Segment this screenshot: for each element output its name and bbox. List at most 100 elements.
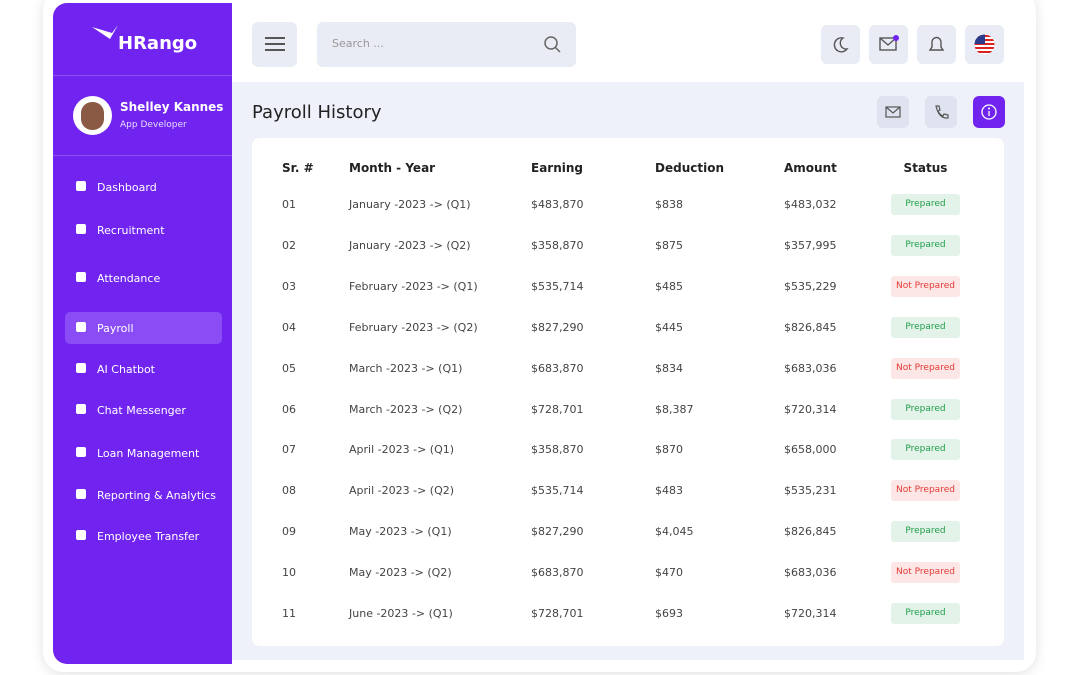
nav-item[interactable]: Payroll <box>97 322 134 335</box>
search-placeholder: Search ... <box>332 37 384 50</box>
status-badge: Not Prepared <box>891 562 960 584</box>
cell: 11 <box>282 607 296 620</box>
status-badge: Prepared <box>891 603 960 624</box>
cell: $658,000 <box>784 443 837 457</box>
nav-active <box>65 312 222 344</box>
cell: April -2023 -> (Q2) <box>349 484 455 498</box>
cell: March -2023 -> (Q2) <box>349 402 463 416</box>
nav-icon <box>76 322 86 332</box>
column-header: Status <box>903 161 948 175</box>
cell: 07 <box>282 443 296 457</box>
cell: $720,314 <box>784 402 837 416</box>
cell: $728,701 <box>531 402 584 416</box>
cell: 03 <box>282 279 296 293</box>
cell: $720,314 <box>784 607 837 620</box>
cell: $535,229 <box>784 279 837 293</box>
logo: HRango <box>118 33 198 54</box>
cell: $483 <box>655 484 683 498</box>
cell: March -2023 -> (Q1) <box>349 361 463 375</box>
cell: $483,032 <box>784 198 837 211</box>
cell: $358,870 <box>531 443 584 457</box>
cell: $693 <box>655 607 683 620</box>
cell: June -2023 -> (Q1) <box>349 607 453 620</box>
cell: $827,290 <box>531 320 584 334</box>
nav-icon <box>76 530 86 540</box>
cell: $357,995 <box>784 238 837 252</box>
sidebar: HRango Shelley Kannes App Developer Dash… <box>53 3 232 664</box>
cell: February -2023 -> (Q1) <box>349 279 478 293</box>
cell: April -2023 -> (Q1) <box>349 443 455 457</box>
call-action[interactable] <box>925 96 957 128</box>
status-badge: Not Prepared <box>891 357 960 379</box>
status-badge: Prepared <box>891 316 960 338</box>
status-badge: Not Prepared <box>891 480 960 502</box>
nav-icon <box>76 404 86 414</box>
divider <box>53 75 232 76</box>
cell: $483,870 <box>531 198 584 211</box>
mail-button[interactable] <box>869 25 908 64</box>
user-role: App Developer <box>120 120 187 130</box>
nav-item[interactable]: Recruitment <box>97 224 165 237</box>
nav-icon <box>76 181 86 191</box>
cell: 08 <box>282 484 296 498</box>
cell: January -2023 -> (Q2) <box>349 238 471 252</box>
status-badge: Prepared <box>891 521 960 543</box>
nav-item[interactable]: Employee Transfer <box>97 530 200 543</box>
status-badge: Prepared <box>891 398 960 420</box>
cell: May -2023 -> (Q1) <box>349 525 452 539</box>
cell: 09 <box>282 525 296 539</box>
nav-icon <box>76 489 86 499</box>
cell: $683,870 <box>531 361 584 375</box>
nav-icon <box>76 272 86 282</box>
cell: $683,870 <box>531 566 584 580</box>
cell: $485 <box>655 279 683 293</box>
search-box[interactable]: Search ... <box>317 22 576 67</box>
cell: January -2023 -> (Q1) <box>349 198 471 211</box>
cell: $834 <box>655 361 683 375</box>
nav-item[interactable]: Loan Management <box>97 447 200 460</box>
cell: $535,714 <box>531 279 584 293</box>
nav-icon <box>76 224 86 234</box>
menu-button[interactable] <box>252 22 297 67</box>
info-action[interactable] <box>973 96 1005 128</box>
notification-button[interactable] <box>917 25 956 64</box>
cell: $827,290 <box>531 525 584 539</box>
nav-item[interactable]: AI Chatbot <box>97 363 155 376</box>
cell: $358,870 <box>531 238 584 252</box>
cell: $8,387 <box>655 402 694 416</box>
cell: May -2023 -> (Q2) <box>349 566 452 580</box>
cell: $4,045 <box>655 525 694 539</box>
nav-item[interactable]: Reporting & Analytics <box>97 489 216 502</box>
nav-icon <box>76 363 86 373</box>
nav-item[interactable]: Chat Messenger <box>97 404 186 417</box>
column-header: Deduction <box>655 161 724 175</box>
cell: February -2023 -> (Q2) <box>349 320 478 334</box>
nav-item[interactable]: Attendance <box>97 272 161 285</box>
column-header: Earning <box>531 161 584 175</box>
cell: $826,845 <box>784 525 837 539</box>
email-action[interactable] <box>877 96 909 128</box>
status-badge: Prepared <box>891 194 960 215</box>
column-header: Amount <box>784 161 837 175</box>
cell: 06 <box>282 402 296 416</box>
divider <box>53 155 232 156</box>
cell: $683,036 <box>784 566 837 580</box>
nav-item[interactable]: Dashboard <box>97 181 157 194</box>
cell: $535,231 <box>784 484 837 498</box>
language-button[interactable] <box>965 25 1004 64</box>
logo-icon <box>92 25 118 39</box>
status-badge: Not Prepared <box>891 275 960 297</box>
cell: 04 <box>282 320 296 334</box>
theme-button[interactable] <box>821 25 860 64</box>
cell: $875 <box>655 238 683 252</box>
user-name: Shelley Kannes <box>120 100 224 114</box>
cell: $826,845 <box>784 320 837 334</box>
status-badge: Prepared <box>891 439 960 461</box>
nav-icon <box>76 447 86 457</box>
payroll-table: Sr. # Month - Year Earning Deduction Amount S… <box>252 138 1004 646</box>
cell: $728,701 <box>531 607 584 620</box>
cell: $445 <box>655 320 683 334</box>
column-header: Sr. # <box>282 161 314 175</box>
cell: $838 <box>655 198 683 211</box>
